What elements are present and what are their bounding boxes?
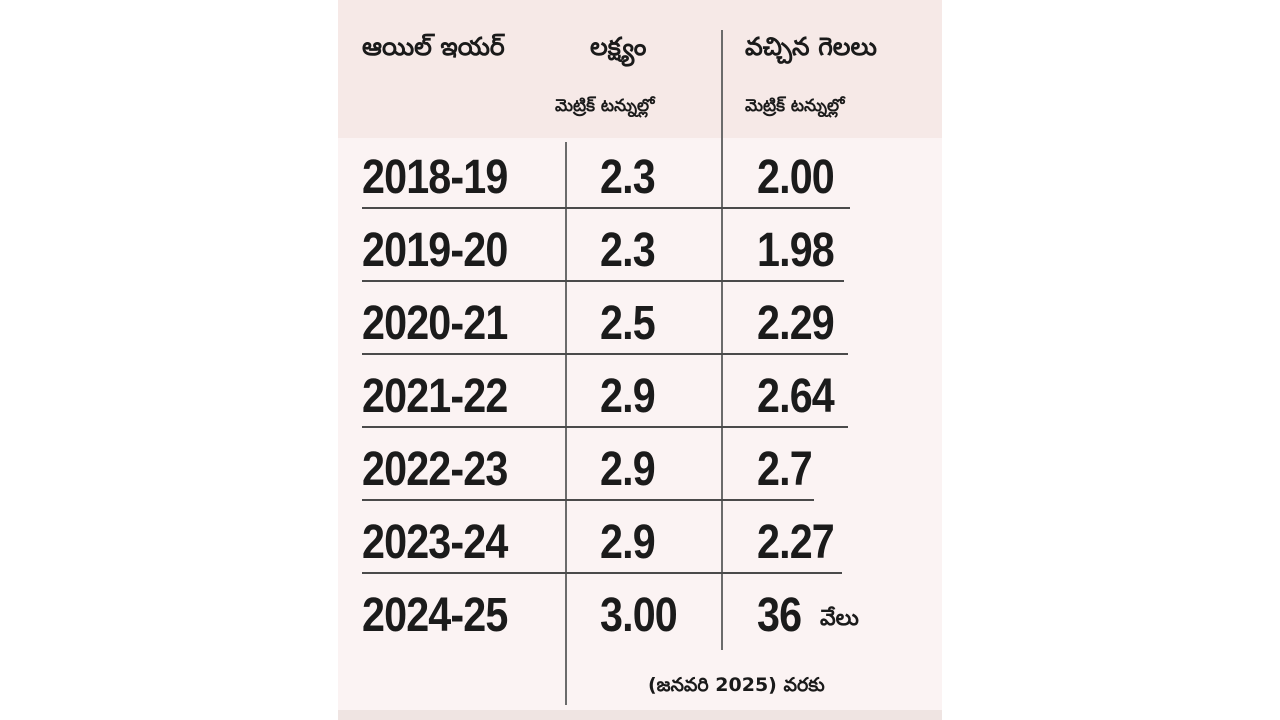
table-header-background bbox=[338, 0, 942, 138]
row-divider bbox=[362, 207, 850, 209]
row-year: 2022-23 bbox=[362, 443, 508, 496]
row-target: 2.3 bbox=[600, 151, 656, 204]
row-year: 2021-22 bbox=[362, 370, 508, 423]
row-received-unit: వేలు bbox=[820, 606, 859, 631]
column-divider-target bbox=[565, 142, 567, 705]
row-received: 1.98 bbox=[757, 224, 835, 277]
row-year: 2023-24 bbox=[362, 516, 508, 569]
column-unit-target: మెట్రిక్ టన్నుల్లో bbox=[555, 96, 655, 116]
column-unit-received: మెట్రిక్ టన్నుల్లో bbox=[745, 96, 845, 116]
row-year: 2024-25 bbox=[362, 589, 508, 642]
row-received: 2.7 bbox=[757, 443, 813, 496]
column-divider-received bbox=[721, 30, 723, 650]
row-divider bbox=[362, 426, 848, 428]
row-received: 2.00 bbox=[757, 151, 835, 204]
column-header-year: ఆయిల్ ఇయర్ bbox=[362, 32, 505, 61]
table-bottom-band bbox=[338, 710, 942, 720]
table-footnote: (జనవరి 2025) వరకు bbox=[648, 674, 825, 696]
row-target: 2.9 bbox=[600, 370, 656, 423]
row-divider bbox=[362, 499, 814, 501]
row-divider bbox=[362, 353, 848, 355]
row-divider bbox=[362, 280, 844, 282]
row-year: 2018-19 bbox=[362, 151, 508, 204]
column-header-received: వచ్చిన గెలలు bbox=[745, 32, 877, 61]
row-target: 2.5 bbox=[600, 297, 656, 350]
column-header-target: లక్ష్యం bbox=[590, 32, 647, 61]
row-received: 2.64 bbox=[757, 370, 835, 423]
row-target: 2.9 bbox=[600, 443, 656, 496]
row-year: 2019-20 bbox=[362, 224, 508, 277]
row-divider bbox=[362, 572, 842, 574]
row-received: 2.29 bbox=[757, 297, 835, 350]
row-target: 3.00 bbox=[600, 589, 678, 642]
row-received: 36 bbox=[757, 589, 802, 642]
row-target: 2.9 bbox=[600, 516, 656, 569]
row-received: 2.27 bbox=[757, 516, 835, 569]
row-target: 2.3 bbox=[600, 224, 656, 277]
row-year: 2020-21 bbox=[362, 297, 508, 350]
